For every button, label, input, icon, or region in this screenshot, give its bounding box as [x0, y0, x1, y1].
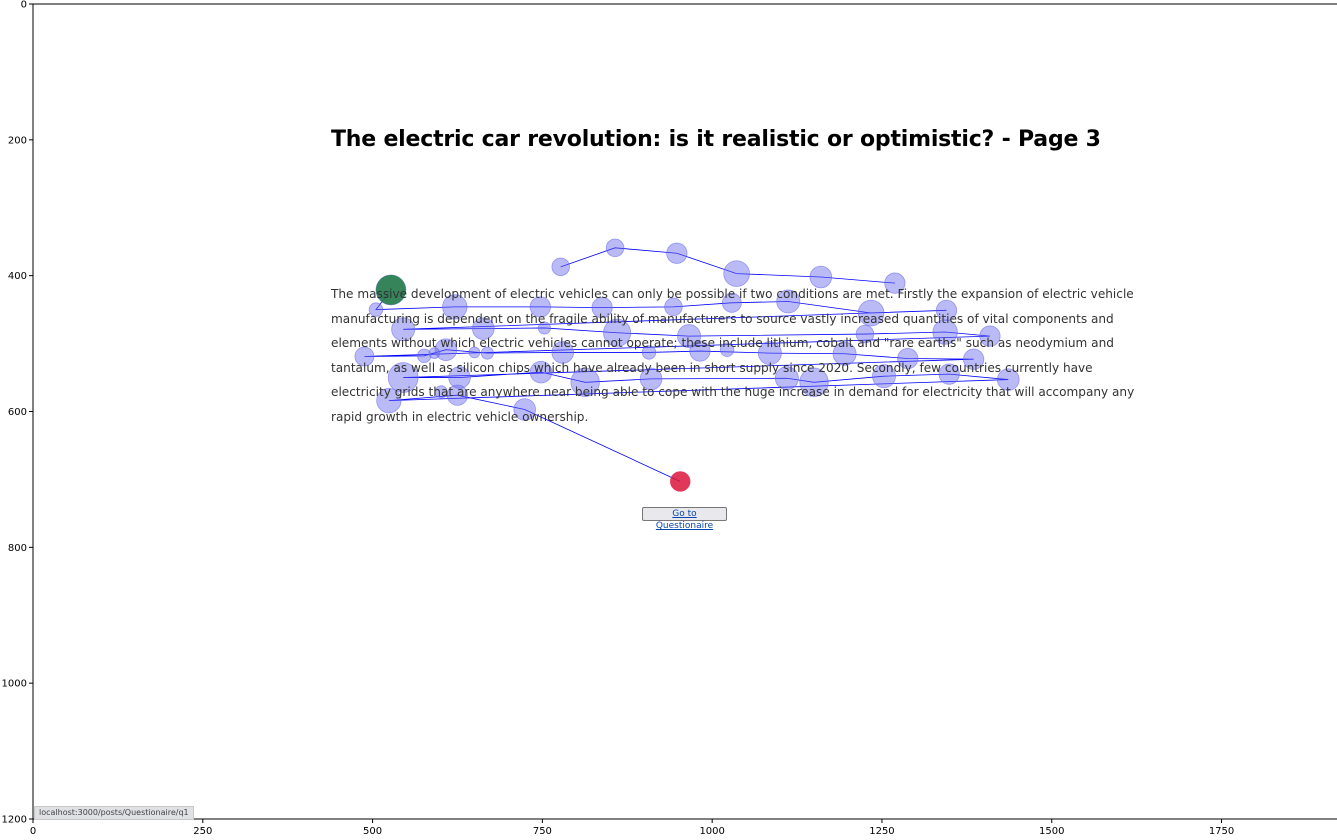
article-paragraph: The massive development of electric vehi…: [331, 282, 1135, 429]
fixation-point: [774, 366, 799, 391]
x-tick-label: 500: [363, 826, 382, 836]
scan-path-top-line: [560, 247, 895, 284]
fixation-point: [434, 385, 448, 399]
fixation-point: [857, 299, 885, 327]
fixation-point: [376, 388, 402, 414]
fixation-point: [666, 242, 688, 264]
fixation-point: [387, 362, 419, 393]
fixation-point: [468, 346, 481, 359]
fixation-point: [963, 348, 985, 370]
fixation-point: [932, 319, 958, 345]
fixation-point: [884, 272, 906, 294]
fixation-point: [832, 341, 857, 366]
x-tick-label: 1750: [1209, 826, 1234, 836]
fixation-point: [757, 341, 782, 366]
fixation-point: [997, 368, 1020, 391]
paragraph-line: tantalum, as well as silicon chips which…: [331, 360, 1093, 375]
fixation-point: [664, 297, 683, 317]
fixation-point: [570, 367, 600, 397]
fixation-point: [809, 265, 833, 289]
x-tick-label: 1000: [699, 826, 724, 836]
fixation-point: [639, 367, 663, 391]
fixation-point: [776, 289, 801, 314]
fixation-point: [368, 302, 384, 317]
fixation-point: [723, 260, 750, 287]
status-bar-url: localhost:3000/posts/Questionaire/q1: [34, 806, 194, 820]
fixation-point: [442, 294, 468, 320]
fixation-point: [391, 317, 416, 342]
y-tick-label: 800: [8, 543, 27, 554]
fixation-point: [529, 360, 553, 384]
fixation-point: [551, 341, 575, 364]
fixation-point: [591, 296, 613, 319]
fixation-point: [537, 321, 551, 335]
y-tick-label: 1200: [2, 815, 27, 826]
fixation-point: [417, 348, 432, 363]
x-tick-label: 750: [533, 826, 552, 836]
fixation-point: [799, 367, 829, 397]
fixation-point: [689, 340, 711, 362]
page-title: The electric car revolution: is it reali…: [331, 127, 1101, 152]
fixation-point: [641, 345, 657, 360]
fixation-point: [480, 346, 494, 360]
fixation-point: [513, 398, 536, 421]
fixation-point: [434, 338, 458, 361]
scan-path-line: [364, 289, 1009, 482]
y-tick-label: 1000: [2, 679, 27, 690]
fixation-point: [603, 318, 632, 347]
paragraph-line: manufacturing is dependent on the fragil…: [331, 311, 1114, 326]
fixation-point: [605, 238, 625, 258]
fixation-point: [529, 296, 551, 318]
fixation-point: [935, 299, 958, 321]
start-fixation-point: [375, 274, 406, 305]
scan-path: [364, 247, 1009, 482]
x-tick-label: 1500: [1039, 826, 1064, 836]
fixation-point: [446, 384, 469, 406]
x-tick-label: 1250: [869, 826, 894, 836]
paragraph-line: elements without which electric vehicles…: [331, 336, 1114, 350]
fixation-point: [448, 366, 471, 389]
y-tick-label: 400: [8, 271, 27, 282]
y-tick-label: 200: [8, 135, 27, 146]
fixation-point: [721, 292, 742, 313]
x-tick-label: 0: [30, 826, 36, 836]
go-to-questionaire-button[interactable]: Go to Questionaire: [642, 507, 727, 531]
paragraph-line: The massive development of electric vehi…: [331, 287, 1134, 301]
fixation-point: [938, 363, 960, 385]
fixation-point: [897, 347, 919, 370]
paragraph-line: electricity grids that are anywhere near…: [331, 385, 1135, 399]
fixation-point: [354, 346, 375, 367]
fixations: [354, 238, 1020, 492]
end-fixation-point: [670, 471, 691, 492]
fixation-point: [719, 342, 735, 357]
fixation-point: [472, 317, 495, 340]
fixation-point: [855, 324, 875, 344]
y-tick-label: 600: [8, 407, 27, 418]
paragraph-line: rapid growth in electric vehicle ownersh…: [331, 409, 589, 424]
x-tick-label: 250: [193, 826, 212, 836]
fixation-point: [979, 325, 1001, 347]
y-tick-label: 0: [21, 0, 27, 11]
fixation-point: [551, 257, 570, 277]
fixation-point: [872, 364, 896, 389]
